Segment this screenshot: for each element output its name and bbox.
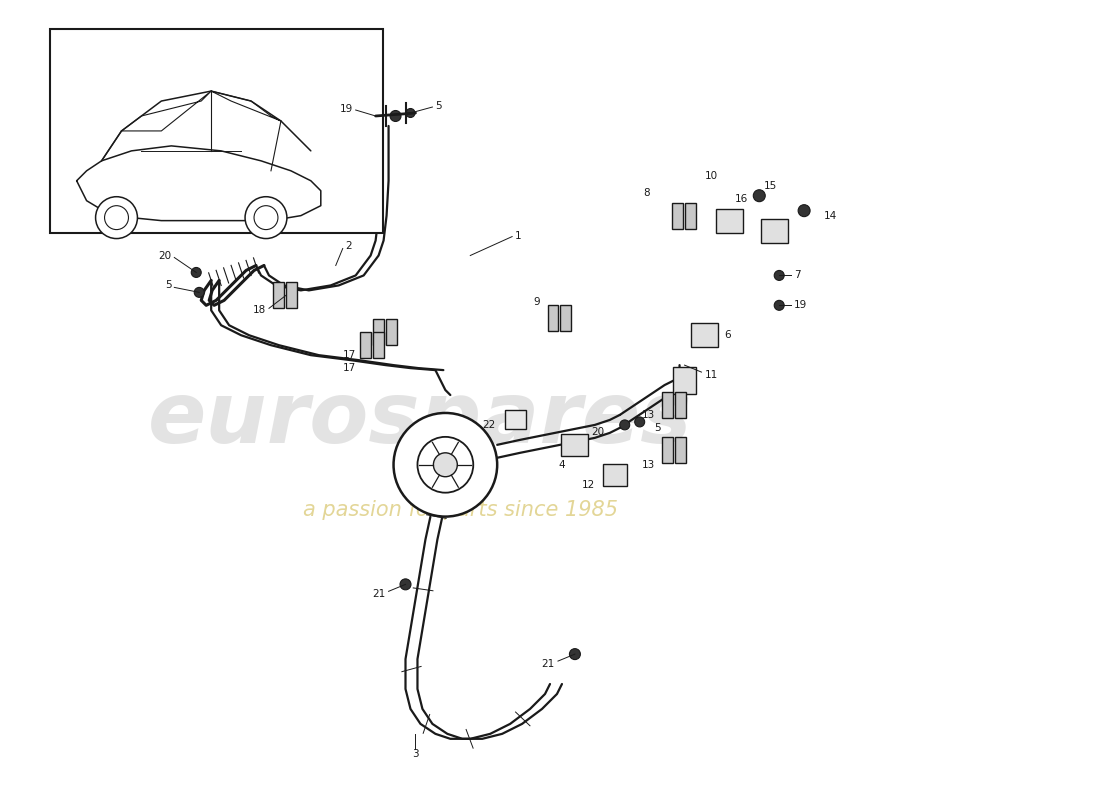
FancyBboxPatch shape [561, 306, 571, 331]
FancyBboxPatch shape [505, 410, 526, 430]
Circle shape [394, 413, 497, 517]
FancyBboxPatch shape [675, 392, 686, 418]
Circle shape [774, 300, 784, 310]
FancyBboxPatch shape [761, 218, 788, 242]
Circle shape [245, 197, 287, 238]
FancyBboxPatch shape [50, 30, 383, 233]
FancyBboxPatch shape [386, 319, 397, 345]
Text: 3: 3 [412, 749, 419, 758]
FancyBboxPatch shape [274, 282, 284, 308]
Text: 18: 18 [253, 306, 266, 315]
FancyBboxPatch shape [561, 434, 588, 456]
Text: eurospares: eurospares [148, 378, 693, 462]
FancyBboxPatch shape [373, 319, 384, 345]
Text: 4: 4 [559, 460, 565, 470]
Text: 20: 20 [158, 250, 172, 261]
Circle shape [406, 109, 415, 118]
Text: 15: 15 [764, 181, 778, 190]
Circle shape [799, 205, 810, 217]
Circle shape [418, 437, 473, 493]
FancyBboxPatch shape [672, 366, 696, 394]
Circle shape [96, 197, 138, 238]
FancyBboxPatch shape [662, 437, 673, 462]
FancyBboxPatch shape [548, 306, 559, 331]
Text: 10: 10 [704, 170, 717, 181]
Circle shape [254, 206, 278, 230]
Text: 1: 1 [515, 230, 521, 241]
Circle shape [195, 287, 205, 298]
Circle shape [390, 110, 402, 122]
Text: 20: 20 [592, 427, 605, 437]
Text: 11: 11 [704, 370, 717, 380]
Circle shape [570, 649, 581, 659]
FancyBboxPatch shape [286, 282, 297, 308]
FancyBboxPatch shape [716, 209, 742, 233]
Text: 13: 13 [641, 410, 654, 420]
FancyBboxPatch shape [685, 202, 696, 229]
Text: 17: 17 [342, 363, 355, 373]
Circle shape [774, 270, 784, 281]
Text: 22: 22 [482, 420, 495, 430]
FancyBboxPatch shape [603, 464, 627, 486]
Text: 19: 19 [794, 300, 807, 310]
Text: 9: 9 [534, 298, 540, 307]
FancyBboxPatch shape [360, 332, 371, 358]
FancyBboxPatch shape [691, 323, 718, 347]
Text: 13: 13 [641, 460, 654, 470]
Text: 5: 5 [165, 280, 172, 290]
Text: 7: 7 [794, 270, 801, 281]
Circle shape [191, 267, 201, 278]
FancyBboxPatch shape [672, 202, 683, 229]
Text: 5: 5 [654, 423, 661, 433]
Text: 21: 21 [541, 659, 556, 669]
Text: 12: 12 [582, 480, 595, 490]
FancyBboxPatch shape [675, 437, 686, 462]
FancyBboxPatch shape [662, 392, 673, 418]
Circle shape [104, 206, 129, 230]
Text: 16: 16 [735, 194, 748, 204]
Text: 14: 14 [824, 210, 837, 221]
FancyBboxPatch shape [373, 332, 384, 358]
Text: 17: 17 [342, 350, 355, 360]
Circle shape [400, 579, 411, 590]
Circle shape [619, 420, 629, 430]
Text: 5: 5 [436, 101, 442, 111]
Circle shape [433, 453, 458, 477]
Circle shape [754, 190, 766, 202]
Circle shape [635, 417, 645, 427]
Text: 6: 6 [725, 330, 732, 340]
Text: 19: 19 [340, 104, 353, 114]
Text: 8: 8 [644, 188, 650, 198]
Text: 2: 2 [345, 241, 352, 250]
Text: a passion for parts since 1985: a passion for parts since 1985 [302, 500, 618, 520]
Text: 21: 21 [372, 590, 386, 599]
